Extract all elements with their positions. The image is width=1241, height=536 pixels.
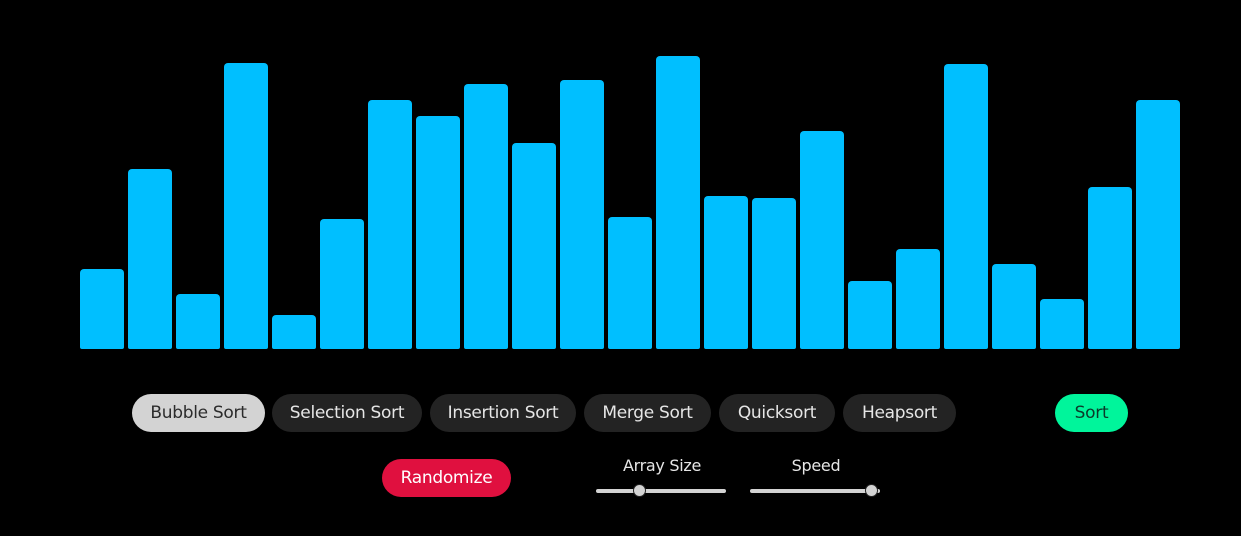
algo-merge-sort-button[interactable]: Merge Sort — [584, 394, 711, 432]
speed-label: Speed — [791, 456, 841, 475]
bar-11 — [560, 80, 604, 349]
speed-slider-thumb[interactable] — [865, 484, 879, 497]
randomize-button[interactable]: Randomize — [382, 459, 511, 497]
bar-20 — [992, 264, 1036, 349]
bar-14 — [704, 196, 748, 349]
bar-23 — [1136, 100, 1180, 349]
bar-13 — [656, 56, 700, 349]
bar-3 — [176, 294, 220, 349]
algo-heapsort-button[interactable]: Heapsort — [843, 394, 956, 432]
bar-17 — [848, 281, 892, 349]
array-size-label: Array Size — [622, 456, 702, 475]
bar-18 — [896, 249, 940, 349]
algorithm-selector: Bubble Sort Selection Sort Insertion Sor… — [0, 394, 1241, 434]
speed-slider[interactable] — [750, 484, 880, 497]
bar-7 — [368, 100, 412, 349]
bar-16 — [800, 131, 844, 349]
bar-1 — [80, 269, 124, 349]
speed-control: Speed — [750, 456, 882, 500]
bar-15 — [752, 198, 796, 349]
array-size-slider[interactable] — [596, 484, 726, 497]
algo-selection-sort-button[interactable]: Selection Sort — [272, 394, 422, 432]
sort-button[interactable]: Sort — [1055, 394, 1128, 432]
algo-quicksort-button[interactable]: Quicksort — [719, 394, 835, 432]
array-size-slider-thumb[interactable] — [633, 484, 647, 497]
bar-9 — [464, 84, 508, 349]
bar-10 — [512, 143, 556, 349]
bar-4 — [224, 63, 268, 349]
bar-12 — [608, 217, 652, 349]
bar-6 — [320, 219, 364, 349]
bar-19 — [944, 64, 988, 349]
algo-insertion-sort-button[interactable]: Insertion Sort — [430, 394, 576, 432]
algo-bubble-sort-button[interactable]: Bubble Sort — [132, 394, 265, 432]
bar-5 — [272, 315, 316, 349]
bar-22 — [1088, 187, 1132, 349]
bar-2 — [128, 169, 172, 349]
bar-21 — [1040, 299, 1084, 349]
bar-8 — [416, 116, 460, 349]
bar-chart — [80, 56, 1180, 349]
array-size-control: Array Size — [596, 456, 728, 500]
